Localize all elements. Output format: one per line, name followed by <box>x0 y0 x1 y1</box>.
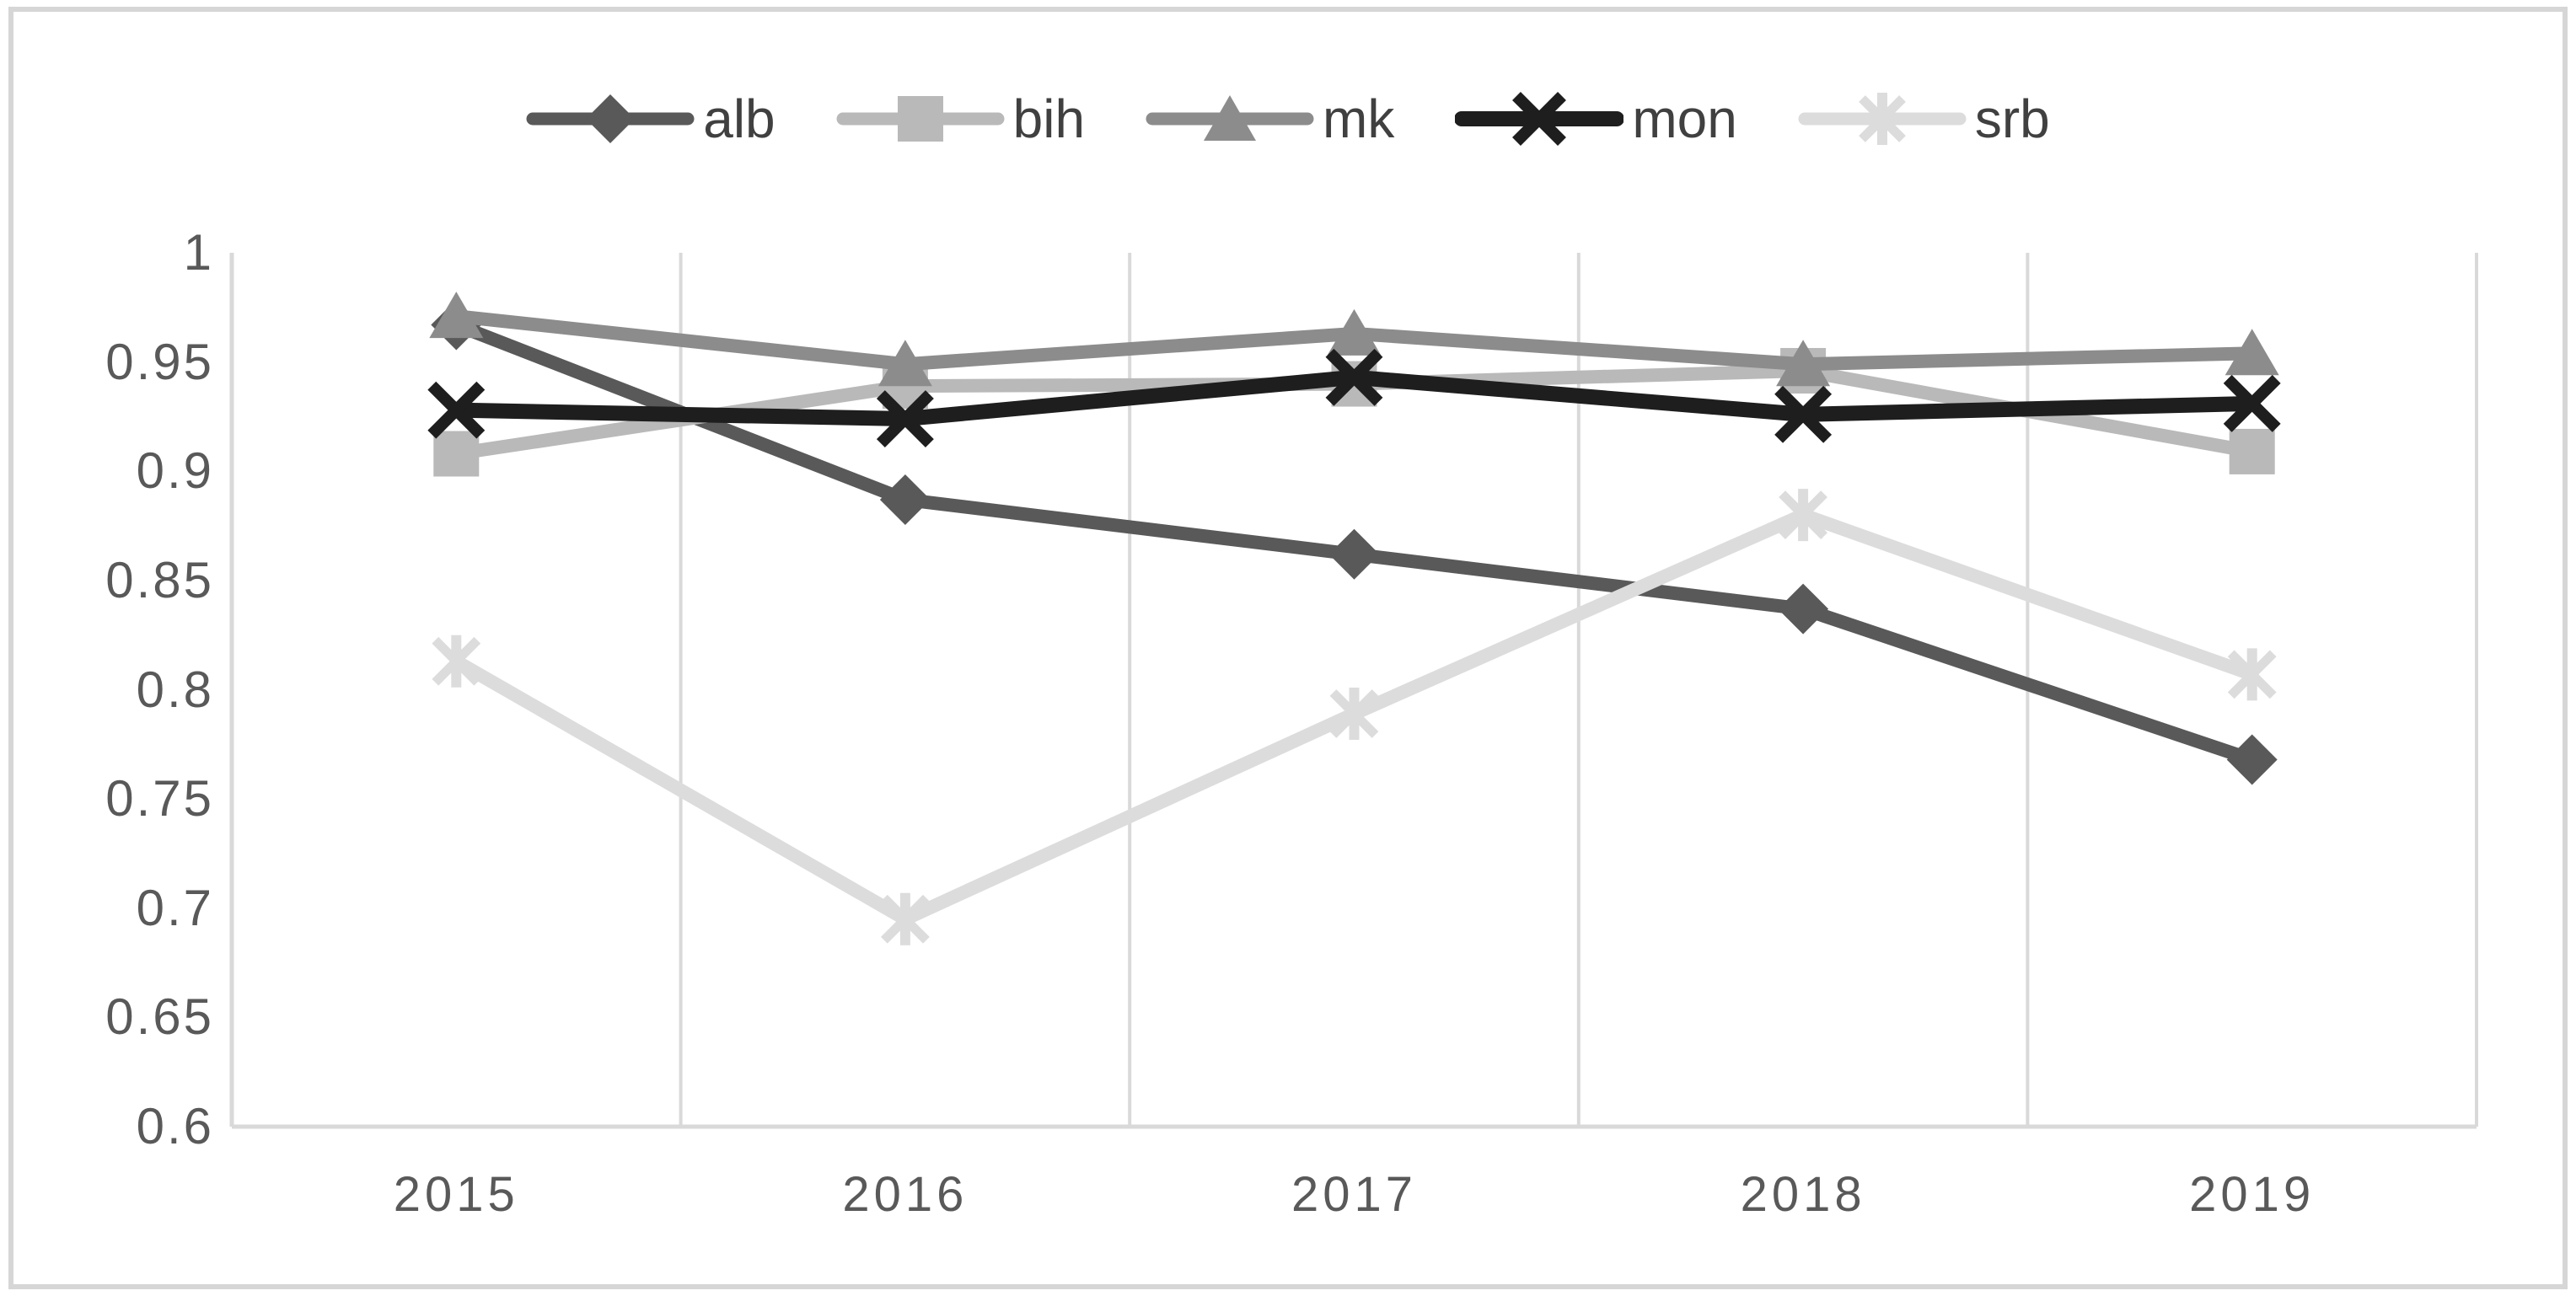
asterisk-marker-icon <box>1779 490 1827 539</box>
legend-label: srb <box>1974 88 2050 149</box>
legend-item-mon: mon <box>1455 89 1737 148</box>
x-marker-icon <box>1325 348 1383 406</box>
square-marker-icon <box>836 96 1005 142</box>
x-tick-label: 2019 <box>2189 1167 2316 1222</box>
y-tick-label: 0.9 <box>136 442 214 500</box>
diamond-marker-icon <box>879 474 931 525</box>
diamond-marker-icon <box>2226 734 2278 785</box>
y-tick-label: 0.75 <box>105 770 214 827</box>
y-tick-label: 0.8 <box>136 661 214 718</box>
asterisk-marker-icon <box>1329 689 1379 738</box>
legend-item-mk: mk <box>1146 89 1394 148</box>
x-marker-icon <box>1455 92 1624 146</box>
asterisk-marker-icon <box>432 636 481 686</box>
asterisk-marker-icon <box>1798 93 1967 145</box>
square-marker-icon <box>2229 428 2275 474</box>
x-tick-label: 2016 <box>842 1167 969 1222</box>
diamond-marker-icon <box>1328 528 1380 580</box>
x-tick-label: 2017 <box>1291 1167 1418 1222</box>
asterisk-marker-icon <box>881 894 930 944</box>
x-marker-icon <box>2223 374 2281 432</box>
triangle-marker-icon <box>877 340 932 387</box>
legend-item-bih: bih <box>836 89 1085 148</box>
legend-label: mk <box>1323 88 1395 149</box>
x-tick-label: 2015 <box>393 1167 519 1222</box>
diamond-marker-icon <box>526 94 695 143</box>
chart-legend: alb bih mk mon <box>0 72 2576 165</box>
y-tick-label: 0.7 <box>136 879 214 936</box>
x-marker-icon <box>876 390 934 447</box>
legend-item-srb: srb <box>1798 89 2050 148</box>
diamond-marker-icon <box>1778 583 1829 635</box>
legend-label: bih <box>1012 88 1086 149</box>
y-tick-label: 0.6 <box>136 1098 214 1154</box>
y-tick-label: 0.65 <box>105 988 214 1046</box>
x-marker-icon <box>1774 385 1833 443</box>
triangle-marker-icon <box>429 292 484 339</box>
legend-item-alb: alb <box>526 89 775 148</box>
asterisk-marker-icon <box>2227 650 2277 699</box>
y-tick-label: 1 <box>183 224 214 281</box>
y-tick-label: 0.85 <box>105 551 214 608</box>
x-marker-icon <box>427 381 486 439</box>
legend-label: mon <box>1632 88 1737 149</box>
triangle-marker-icon <box>1327 308 1382 356</box>
triangle-marker-icon <box>1776 340 1831 387</box>
x-tick-label: 2018 <box>1740 1167 1866 1222</box>
legend-label: alb <box>703 88 775 149</box>
triangle-marker-icon <box>2224 329 2279 376</box>
y-tick-label: 0.95 <box>105 333 214 390</box>
triangle-marker-icon <box>1146 95 1314 141</box>
square-marker-icon <box>433 431 480 477</box>
